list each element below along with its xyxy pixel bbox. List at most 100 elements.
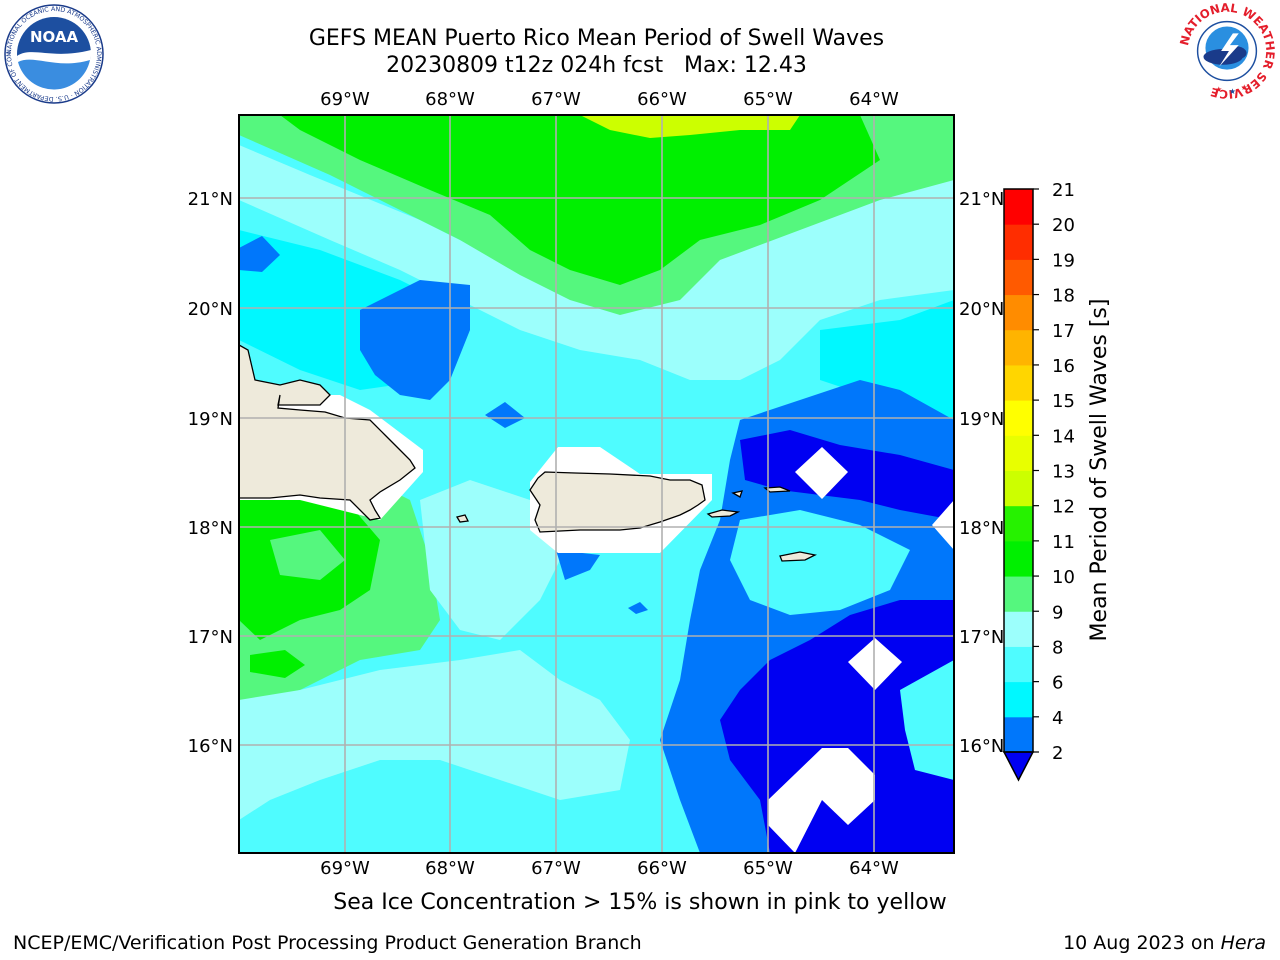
contour-yellow-green-north [580,115,800,138]
lon-label-top: 66°W [637,89,687,110]
colorbar-segment [1004,189,1033,225]
colorbar-tick-label: 18 [1052,286,1075,307]
credit-date: 10 Aug 2023 on Hera [1063,932,1266,954]
nws-logo: NATIONAL WEATHER SERVICE ★ ★ ★ [1178,2,1276,100]
colorbar-tick-label: 2 [1052,743,1063,764]
land-mona [455,514,469,523]
masked-cell-virgin-islands [795,447,848,499]
colorbar-segment [1004,505,1033,542]
lat-label-left: 18°N [188,518,233,539]
colorbar-tick-label: 6 [1052,673,1063,694]
contour-blue-small1 [485,402,525,428]
contour-green-sw3 [250,650,305,678]
sea-ice-note: Sea Ice Concentration > 15% is shown in … [333,890,947,915]
colorbar-extend-arrow [1002,751,1035,782]
contour-blue-nw [239,236,280,272]
colorbar-tick-label: 4 [1052,708,1063,729]
svg-text:★: ★ [1229,87,1236,96]
contour-green-north [280,115,880,285]
contour-cyan-se [900,660,954,780]
lon-label-top: 68°W [425,89,475,110]
colorbar-tick-label: 13 [1052,462,1075,483]
contour-blue-south-pr [556,550,600,580]
land-st-croix [779,551,817,562]
colorbar-tick-label: 10 [1052,567,1075,588]
lat-label-left: 21°N [188,189,233,210]
colorbar-tick-label: 20 [1052,215,1075,236]
lon-label-top: 65°W [743,89,793,110]
colorbar-tick-label: 16 [1052,356,1075,377]
colorbar-segment [1004,576,1033,612]
swell-period-field [239,115,954,853]
lon-label-top: 64°W [849,89,899,110]
land-vieques [706,509,741,518]
chart-title: GEFS MEAN Puerto Rico Mean Period of Swe… [308,26,885,51]
colorbar-label: Mean Period of Swell Waves [s] [1087,299,1112,642]
lat-label-right: 16°N [959,736,1004,757]
credit-date-text: 10 Aug 2023 on [1063,932,1221,954]
lon-labels-top: 69°W 68°W 67°W 66°W 65°W 64°W [320,89,899,110]
lat-label-right: 17°N [959,627,1004,648]
masked-cell-east-edge [932,500,954,550]
credit-machine: Hera [1220,932,1266,954]
credit-branch: NCEP/EMC/Verification Post Processing Pr… [13,932,642,954]
svg-text:★: ★ [1215,85,1222,94]
colorbar-tick-label: 19 [1052,250,1075,271]
lat-label-left: 16°N [188,736,233,757]
colorbar-segment [1004,259,1033,296]
lon-label-bottom: 66°W [637,858,687,879]
colorbar-segment [1004,540,1033,577]
lat-labels-left: 21°N 20°N 19°N 18°N 17°N 16°N [188,189,233,757]
contour-light-green-sw2 [270,530,345,580]
colorbar-segment [1004,646,1033,683]
noaa-logo: NATIONAL OCEANIC AND ATMOSPHERIC ADMINIS… [4,4,104,104]
colorbar-tick-label: 21 [1052,180,1075,201]
contour-cyan-east-inlet [730,510,910,615]
colorbar-segment [1004,435,1033,471]
land-culebra [731,490,743,498]
contour-blue-monapass [360,280,470,400]
colorbar-tick-label: 15 [1052,391,1075,412]
colorbar-segment [1004,716,1033,753]
map-frame [238,114,955,854]
contour-blue-small2 [628,602,648,614]
lat-labels-right: 21°N 20°N 19°N 18°N 17°N 16°N [959,189,1004,757]
lat-label-left: 17°N [188,627,233,648]
grid-lines [239,115,954,853]
colorbar-segment [1004,329,1033,366]
colorbar-tick-label: 9 [1052,602,1063,623]
colorbar-tick-label: 17 [1052,321,1075,342]
lon-label-bottom: 64°W [849,858,899,879]
colorbar-segment [1004,681,1033,718]
lon-label-top: 69°W [320,89,370,110]
colorbar-segment [1004,400,1033,436]
lat-label-right: 19°N [959,409,1004,430]
chart-subtitle: 20230809 t12z 024h fcst Max: 12.43 [386,53,807,78]
colorbar-segment [1004,294,1033,331]
lon-label-bottom: 67°W [531,858,581,879]
colorbar-segment [1004,364,1033,401]
lon-label-top: 67°W [531,89,581,110]
contour-dark-blue-east [720,430,954,853]
colorbar-tick-label: 11 [1052,532,1075,553]
colorbar-tick-label: 14 [1052,426,1075,447]
colorbar-segment [1004,224,1033,260]
colorbar-tick-label: 12 [1052,497,1075,518]
lon-labels-bottom: 69°W 68°W 67°W 66°W 65°W 64°W [320,858,899,879]
svg-text:★: ★ [1241,83,1248,92]
contour-light-aqua-south [239,650,630,820]
contour-light-aqua-ne [239,145,954,380]
masked-cell-south1 [848,638,902,690]
contour-light-aqua-center [420,480,560,640]
colorbar: 2 4 6 8 9 10 11 12 13 14 15 16 17 18 19 20 21 [1002,180,1075,782]
colorbar-segment [1004,611,1033,647]
masked-cell-south2 [768,748,875,853]
lat-label-left: 19°N [188,409,233,430]
lat-label-right: 21°N [959,189,1004,210]
land-hispaniola [239,344,416,521]
lat-label-right: 18°N [959,518,1004,539]
lon-label-bottom: 68°W [425,858,475,879]
colorbar-tick-label: 8 [1052,637,1063,658]
colorbar-segment [1004,470,1033,507]
